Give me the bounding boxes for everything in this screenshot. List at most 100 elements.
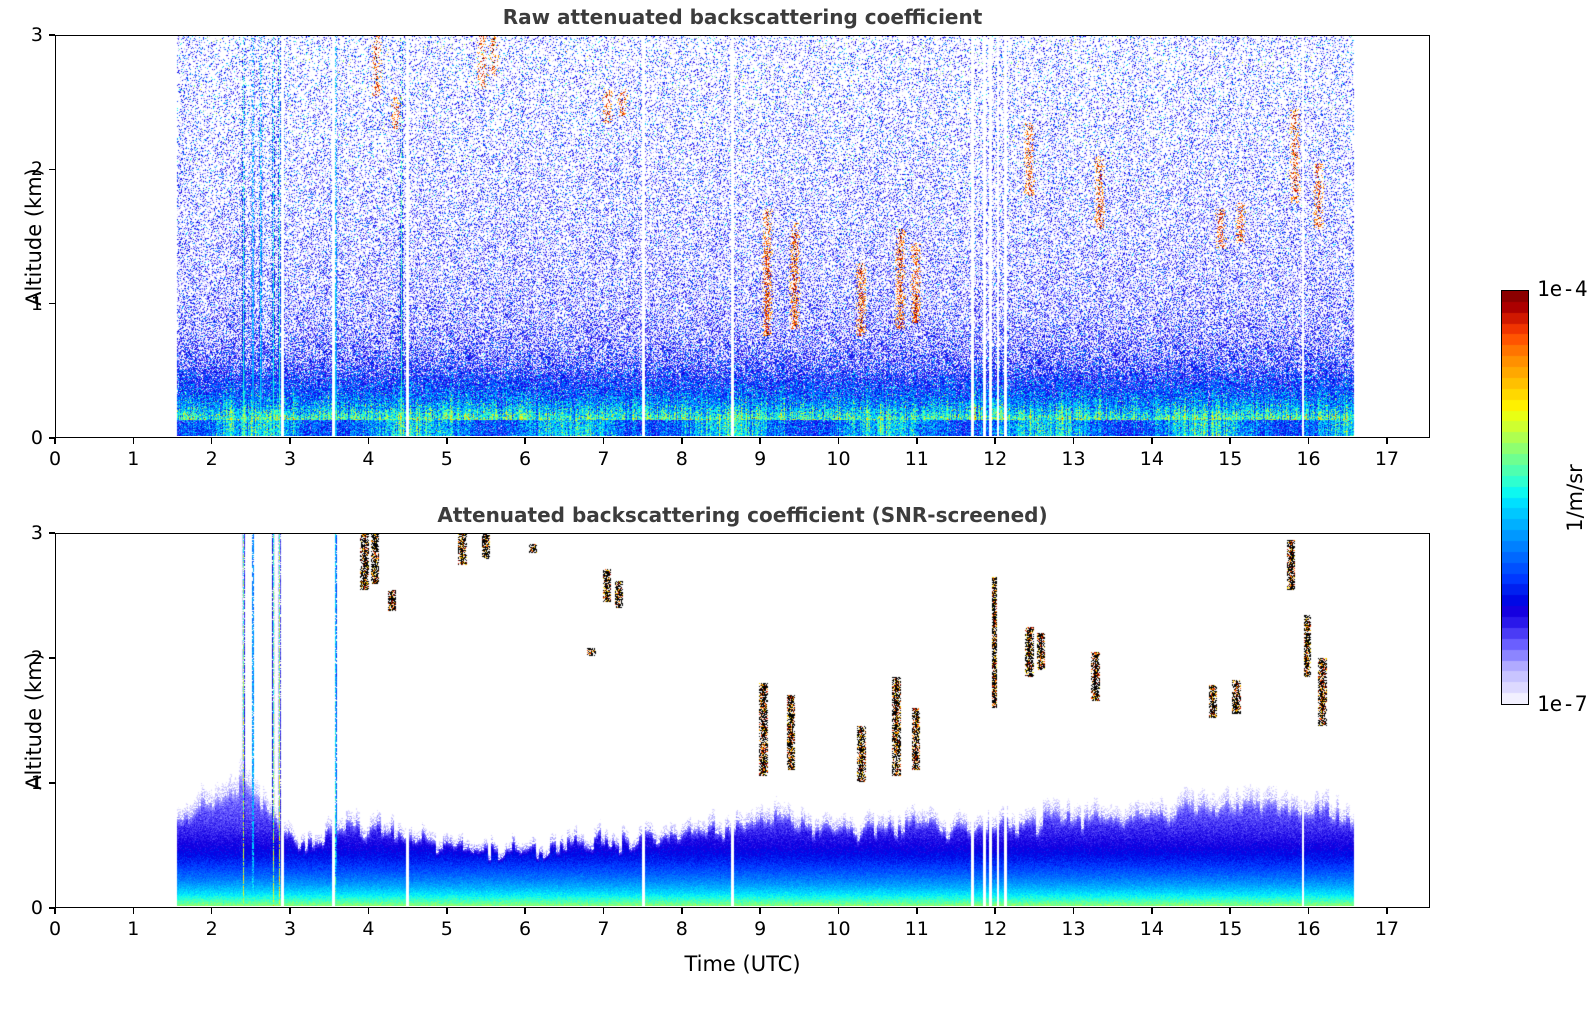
x-axis-ticklabel: 11 bbox=[904, 448, 929, 470]
panel-title-raw: Raw attenuated backscattering coefficien… bbox=[502, 5, 983, 29]
x-axis-tick bbox=[916, 908, 918, 914]
x-axis-ticklabel: 13 bbox=[1061, 918, 1086, 940]
y-axis-ticklabel: 3 bbox=[30, 522, 43, 544]
y-axis-ticklabel: 2 bbox=[30, 647, 43, 669]
x-axis-ticklabel: 3 bbox=[283, 918, 297, 940]
y-axis-tick bbox=[49, 168, 55, 171]
heatmap-screened bbox=[56, 534, 1428, 906]
x-axis-ticklabel: 4 bbox=[362, 918, 375, 940]
y-axis-tick bbox=[49, 657, 55, 659]
x-axis-tick bbox=[602, 908, 605, 914]
x-axis-tick bbox=[1229, 908, 1231, 914]
x-axis-tick bbox=[54, 908, 56, 914]
y-axis-tick bbox=[49, 437, 55, 439]
x-axis-ticklabel: 15 bbox=[1218, 918, 1243, 940]
x-axis-tick bbox=[759, 438, 761, 444]
x-axis-tick bbox=[1072, 438, 1075, 444]
x-axis-tick bbox=[367, 908, 370, 914]
x-axis-tick bbox=[1151, 908, 1153, 914]
y-axis-ticklabel: 1 bbox=[30, 772, 43, 794]
x-axis-ticklabel: 10 bbox=[826, 448, 851, 470]
x-axis-ticklabel: 4 bbox=[362, 448, 375, 470]
x-axis-tick bbox=[445, 908, 448, 914]
x-axis-ticklabel: 3 bbox=[283, 448, 297, 470]
x-axis-ticklabel: 8 bbox=[675, 918, 688, 940]
x-axis-tick bbox=[837, 908, 840, 914]
colorbar-unit-label: 1/m/sr bbox=[1563, 463, 1587, 532]
x-axis-tick bbox=[994, 908, 996, 914]
x-axis-label: Time (UTC) bbox=[684, 952, 801, 976]
x-axis-ticklabel: 14 bbox=[1139, 448, 1164, 470]
x-axis-tick bbox=[1151, 438, 1153, 444]
x-axis-ticklabel: 5 bbox=[440, 918, 453, 940]
plot-area-screened bbox=[55, 533, 1430, 908]
heatmap-raw bbox=[56, 36, 1428, 436]
x-axis-ticklabel: 14 bbox=[1139, 918, 1164, 940]
y-axis-tick bbox=[49, 34, 55, 36]
y-axis-tick bbox=[49, 302, 55, 305]
x-axis-tick bbox=[994, 438, 996, 444]
x-axis-tick bbox=[1229, 438, 1231, 444]
y-axis-ticklabel: 0 bbox=[30, 427, 43, 449]
x-axis-tick bbox=[1307, 908, 1310, 914]
x-axis-tick bbox=[445, 438, 448, 444]
x-axis-ticklabel: 1 bbox=[127, 918, 140, 940]
colorbar-gradient bbox=[1502, 291, 1528, 704]
x-axis-ticklabel: 15 bbox=[1218, 448, 1243, 470]
x-axis-ticklabel: 12 bbox=[983, 448, 1008, 470]
y-axis-ticklabel: 1 bbox=[30, 292, 43, 315]
x-axis-tick bbox=[602, 438, 605, 444]
y-axis-tick bbox=[49, 782, 55, 784]
x-axis-ticklabel: 1 bbox=[127, 448, 140, 470]
x-axis-ticklabel: 11 bbox=[904, 918, 929, 940]
x-axis-tick bbox=[916, 438, 918, 444]
x-axis-tick bbox=[132, 908, 135, 914]
colorbar-max-label: 1e-4 bbox=[1537, 277, 1588, 301]
x-axis-tick bbox=[367, 438, 370, 444]
x-axis-ticklabel: 9 bbox=[754, 918, 767, 940]
y-axis-tick bbox=[49, 907, 55, 909]
y-axis-ticklabel: 2 bbox=[30, 158, 43, 181]
x-axis-tick bbox=[759, 908, 761, 914]
colorbar bbox=[1501, 290, 1529, 705]
x-axis-ticklabel: 17 bbox=[1374, 918, 1399, 940]
y-axis-tick bbox=[49, 532, 55, 534]
panel-title-screened: Attenuated backscattering coefficient (S… bbox=[437, 503, 1048, 527]
x-axis-tick bbox=[524, 438, 526, 444]
x-axis-ticklabel: 6 bbox=[519, 448, 532, 470]
x-axis-tick bbox=[132, 438, 135, 444]
x-axis-tick bbox=[837, 438, 840, 444]
x-axis-ticklabel: 8 bbox=[675, 448, 688, 470]
x-axis-ticklabel: 16 bbox=[1296, 918, 1321, 940]
x-axis-ticklabel: 16 bbox=[1296, 448, 1321, 470]
x-axis-tick bbox=[1386, 438, 1388, 444]
x-axis-ticklabel: 0 bbox=[48, 918, 62, 940]
y-axis-ticklabel: 3 bbox=[30, 24, 43, 46]
y-axis-label-raw: Altitude (km) bbox=[22, 167, 46, 306]
y-axis-label-screened: Altitude (km) bbox=[22, 651, 46, 790]
x-axis-ticklabel: 2 bbox=[205, 918, 218, 940]
x-axis-ticklabel: 9 bbox=[754, 448, 767, 470]
x-axis-ticklabel: 7 bbox=[597, 918, 610, 940]
x-axis-ticklabel: 7 bbox=[597, 448, 610, 470]
x-axis-tick bbox=[210, 908, 213, 914]
x-axis-ticklabel: 10 bbox=[826, 918, 851, 940]
y-axis-ticklabel: 0 bbox=[30, 897, 43, 919]
x-axis-tick bbox=[1386, 908, 1388, 914]
x-axis-ticklabel: 17 bbox=[1374, 448, 1399, 470]
x-axis-ticklabel: 6 bbox=[519, 918, 532, 940]
x-axis-tick bbox=[54, 438, 56, 444]
colorbar-min-label: 1e-7 bbox=[1537, 692, 1588, 716]
x-axis-ticklabel: 13 bbox=[1061, 448, 1086, 470]
x-axis-tick bbox=[680, 908, 683, 914]
x-axis-ticklabel: 12 bbox=[983, 918, 1008, 940]
x-axis-tick bbox=[524, 908, 526, 914]
x-axis-tick bbox=[1307, 438, 1310, 444]
x-axis-ticklabel: 5 bbox=[440, 448, 453, 470]
x-axis-tick bbox=[210, 438, 213, 444]
x-axis-tick bbox=[289, 908, 291, 914]
x-axis-ticklabel: 0 bbox=[48, 448, 62, 470]
x-axis-tick bbox=[289, 438, 291, 444]
x-axis-ticklabel: 2 bbox=[205, 448, 218, 470]
